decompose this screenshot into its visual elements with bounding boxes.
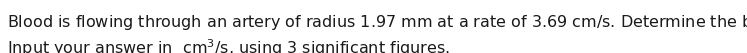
Text: Input your answer in  cm$^{3}$/s, using 3 significant figures.: Input your answer in cm$^{3}$/s, using 3… [7,37,450,53]
Text: Blood is flowing through an artery of radius 1.97 mm at a rate of 3.69 cm/s. Det: Blood is flowing through an artery of ra… [7,12,747,33]
